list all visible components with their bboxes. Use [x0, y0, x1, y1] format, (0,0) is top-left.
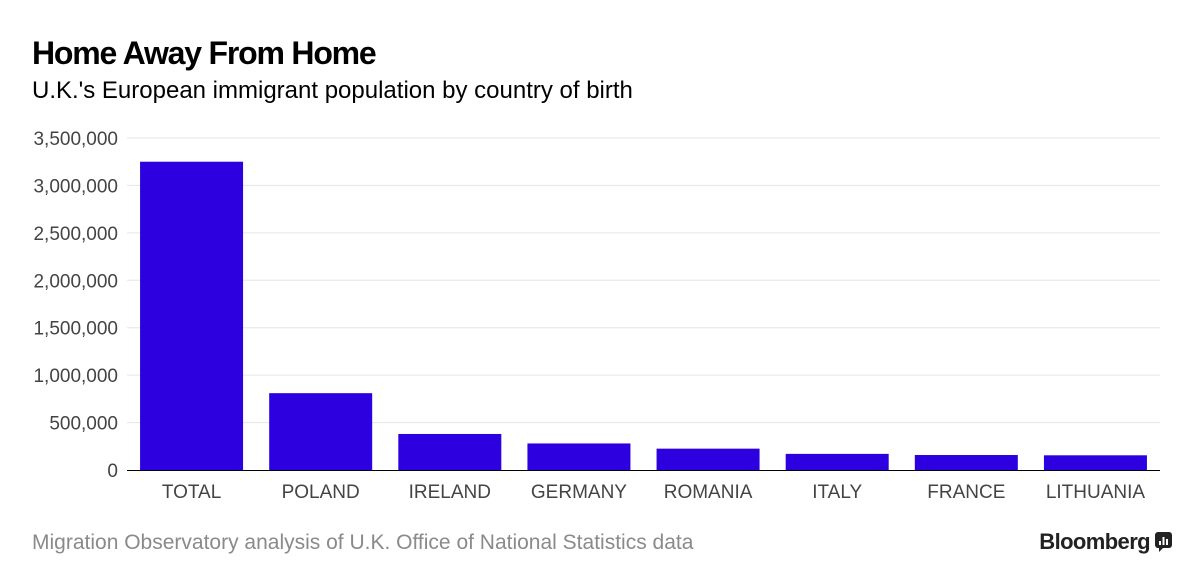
bar-italy	[785, 453, 889, 470]
bars	[140, 161, 1147, 470]
x-tick-label: ROMANIA	[664, 482, 753, 503]
bar-ireland	[398, 433, 502, 470]
bar-romania	[656, 448, 760, 470]
y-tick-label: 3,500,000	[33, 129, 118, 150]
bar-france	[914, 455, 1018, 470]
chart-title: Home Away From Home	[32, 35, 377, 71]
x-axis-tick-labels: TOTAL POLAND IRELAND GERMANY ROMANIA ITALY FRA…	[162, 482, 1146, 503]
bar-total	[140, 161, 244, 470]
chart-subtitle: U.K.'s European immigrant population by …	[32, 77, 633, 104]
brand-name: Bloomberg	[1039, 529, 1150, 554]
bar-chart: 0 500,000 1,000,000 1,500,000 2,000,000 2,500…	[33, 129, 1160, 503]
bar-poland	[269, 393, 373, 470]
y-tick-label: 0	[107, 461, 118, 482]
x-tick-label: FRANCE	[927, 482, 1005, 503]
y-tick-label: 500,000	[49, 414, 118, 435]
x-tick-label: IRELAND	[409, 482, 491, 503]
y-tick-label: 3,000,000	[33, 176, 118, 197]
bar-germany	[527, 443, 631, 470]
x-tick-label: LITHUANIA	[1046, 482, 1146, 503]
gridlines	[127, 137, 1160, 424]
x-tick-label: GERMANY	[531, 482, 627, 503]
y-tick-label: 1,500,000	[33, 319, 118, 340]
y-tick-label: 2,500,000	[33, 224, 118, 245]
x-tick-label: TOTAL	[162, 482, 221, 503]
y-axis-tick-labels: 0 500,000 1,000,000 1,500,000 2,000,000 2,500…	[33, 129, 118, 482]
x-tick-label: POLAND	[282, 482, 360, 503]
y-tick-label: 1,000,000	[33, 366, 118, 387]
x-tick-label: ITALY	[812, 482, 862, 503]
source-note: Migration Observatory analysis of U.K. O…	[32, 531, 694, 554]
bloomberg-chart-icon	[1155, 532, 1172, 552]
brand-logo: Bloomberg	[1039, 528, 1172, 556]
bar-lithuania	[1043, 455, 1147, 470]
y-tick-label: 2,000,000	[33, 271, 118, 292]
